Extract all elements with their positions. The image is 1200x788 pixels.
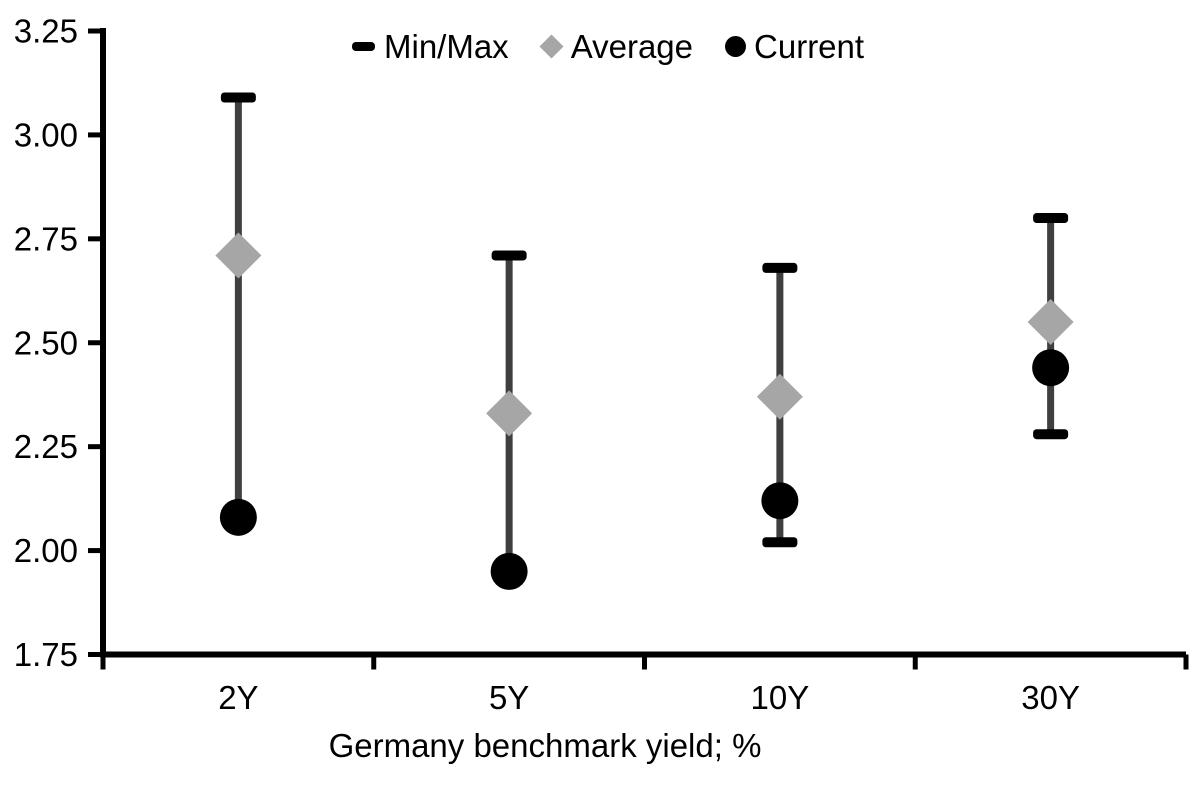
average-marker-30Y <box>1027 298 1074 345</box>
category-label-5Y: 5Y <box>489 679 529 716</box>
legend-label-current: Current <box>754 28 865 65</box>
min-cap-30Y <box>1033 429 1069 440</box>
y-tick-label: 1.75 <box>14 636 78 673</box>
max-cap-30Y <box>1033 213 1069 224</box>
current-marker-30Y <box>1032 349 1070 387</box>
legend-item-minmax: Min/Max <box>352 30 509 63</box>
current-marker-2Y <box>219 498 257 536</box>
legend-item-current: Current <box>725 30 864 63</box>
legend-label-average: Average <box>570 28 694 65</box>
y-tick-label: 2.50 <box>14 324 78 361</box>
category-label-10Y: 10Y <box>751 679 810 716</box>
chart-legend: Min/Max Average Current <box>352 30 864 63</box>
dash-icon <box>352 42 375 51</box>
circle-icon <box>725 36 747 57</box>
category-label-30Y: 30Y <box>1021 679 1080 716</box>
current-marker-10Y <box>761 482 799 520</box>
average-marker-5Y <box>486 390 533 437</box>
max-cap-5Y <box>491 250 527 261</box>
y-tick-label: 3.25 <box>14 13 78 50</box>
category-label-2Y: 2Y <box>218 679 258 716</box>
current-marker-5Y <box>490 552 528 590</box>
y-tick-label: 2.75 <box>14 220 78 257</box>
max-cap-10Y <box>762 262 798 273</box>
average-marker-2Y <box>215 232 262 279</box>
x-axis-title: Germany benchmark yield; % <box>328 727 762 764</box>
min-cap-10Y <box>762 537 798 548</box>
diamond-icon <box>539 34 564 59</box>
legend-label-minmax: Min/Max <box>384 28 509 65</box>
y-tick-label: 3.00 <box>14 116 78 153</box>
max-cap-2Y <box>220 92 256 103</box>
y-tick-label: 2.00 <box>14 532 78 569</box>
legend-item-average: Average <box>539 28 694 65</box>
average-marker-10Y <box>756 373 803 420</box>
y-tick-label: 2.25 <box>14 428 78 465</box>
